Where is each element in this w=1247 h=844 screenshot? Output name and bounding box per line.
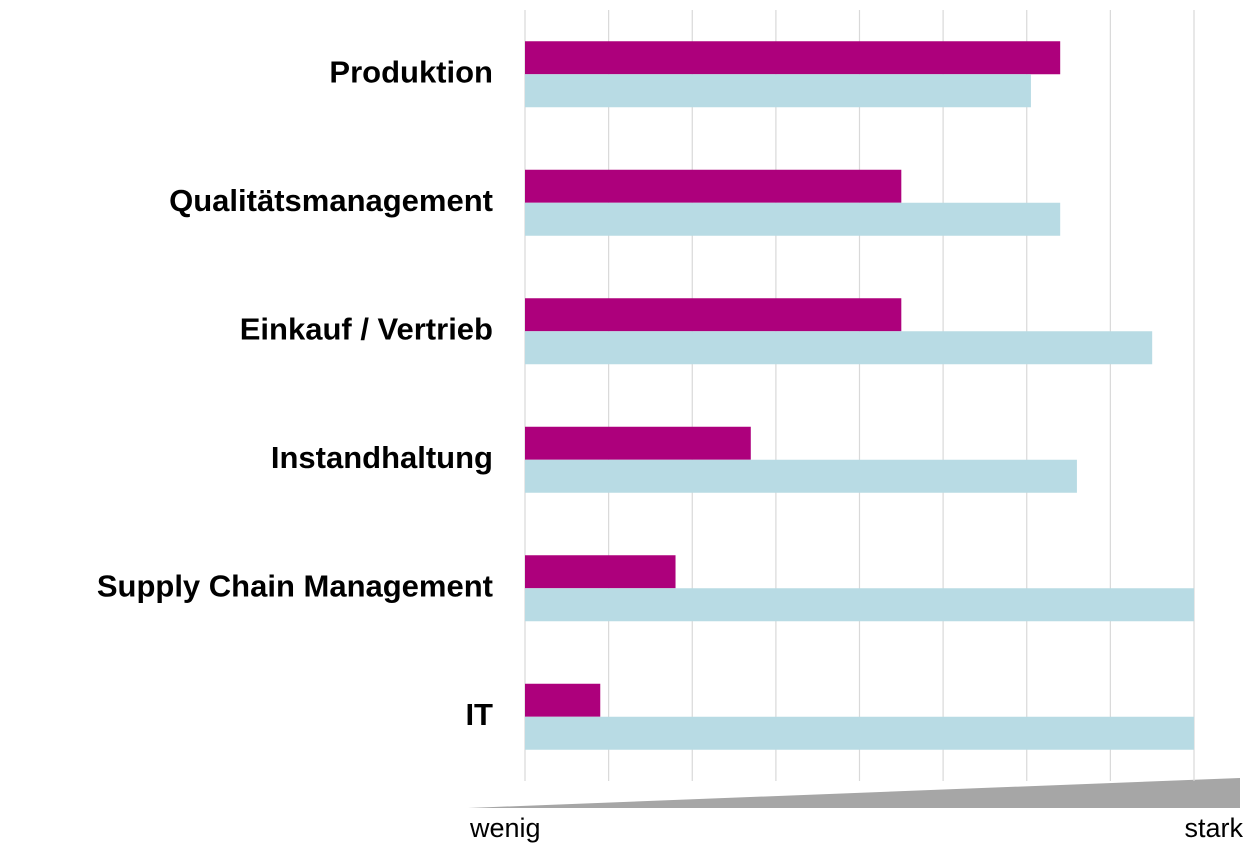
bar	[525, 683, 601, 717]
bar	[525, 169, 902, 203]
y-tick-label: IT	[465, 697, 493, 732]
bar	[525, 331, 1153, 365]
bar	[525, 202, 1061, 236]
y-tick-label: Supply Chain Management	[97, 568, 493, 603]
annotation-high: stark	[1184, 813, 1243, 843]
y-tick-label: Qualitätsmanagement	[169, 183, 493, 218]
bar	[525, 588, 1194, 622]
scale-wedge	[468, 778, 1240, 808]
bar	[525, 426, 751, 460]
annotation-low: wenig	[469, 813, 541, 843]
y-tick-label: Instandhaltung	[271, 440, 493, 475]
bar	[525, 716, 1194, 750]
y-tick-label: Einkauf / Vertrieb	[240, 311, 493, 346]
bar	[525, 74, 1031, 108]
bar	[525, 459, 1077, 493]
bar	[525, 298, 902, 332]
bar	[525, 41, 1061, 75]
bar	[525, 555, 676, 589]
y-tick-label: Produktion	[329, 54, 493, 89]
